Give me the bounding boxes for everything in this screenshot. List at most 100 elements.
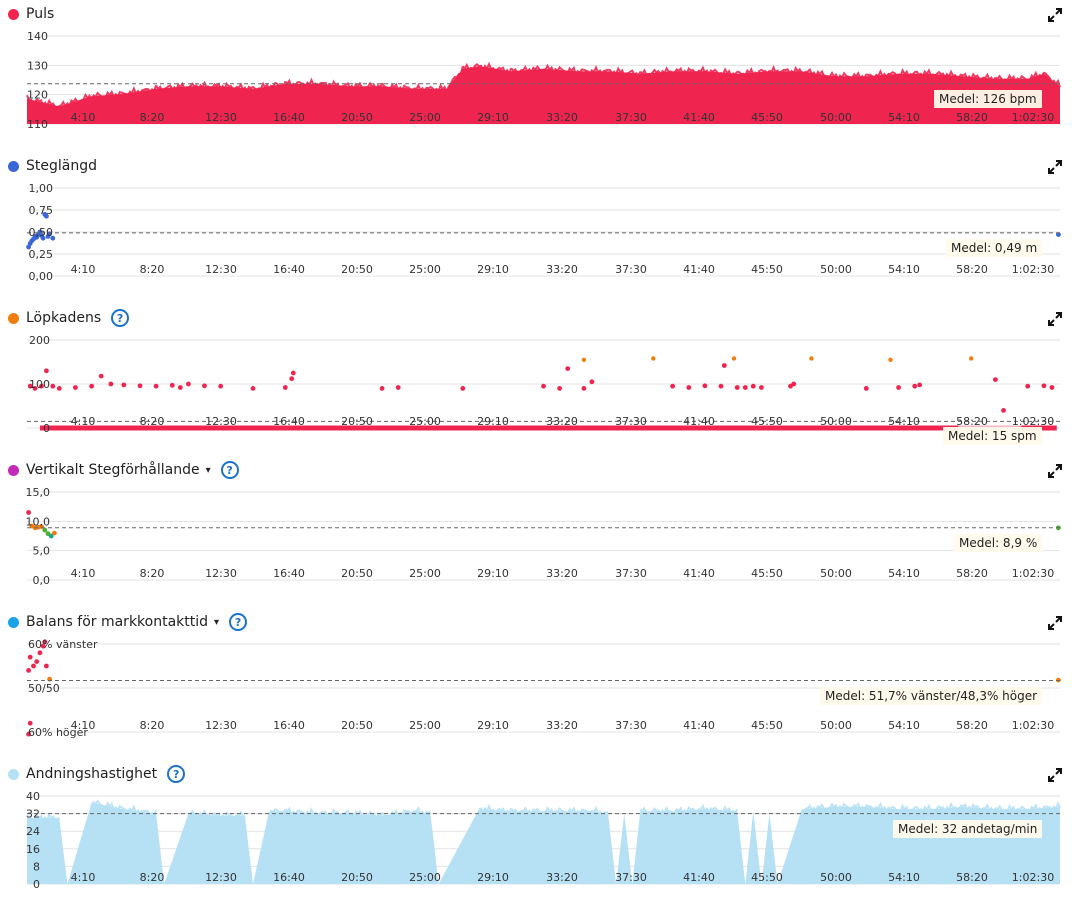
x-tick-label: 41:40 — [683, 871, 715, 884]
data-point — [27, 383, 33, 389]
x-tick-label: 12:30 — [205, 567, 237, 580]
x-tick-label: 45:50 — [751, 111, 783, 124]
x-tick-label: 4:10 — [71, 415, 96, 428]
data-point — [202, 383, 207, 389]
data-point — [177, 385, 183, 390]
data-point — [912, 383, 918, 389]
data-point — [581, 357, 587, 362]
x-tick-label: 12:30 — [205, 719, 237, 732]
x-tick-label: 45:50 — [751, 567, 783, 580]
x-tick-label: 8:20 — [140, 263, 165, 276]
x-tick-label: 25:00 — [409, 719, 441, 732]
data-point — [863, 386, 869, 391]
data-point — [26, 731, 31, 737]
x-tick-label: 8:20 — [140, 415, 165, 428]
x-tick-label: 20:50 — [341, 111, 373, 124]
data-point — [395, 385, 401, 390]
data-point — [40, 643, 46, 649]
expand-icon[interactable] — [1048, 616, 1062, 630]
help-icon[interactable]: ? — [229, 613, 248, 631]
average-label: Medel: 15 spm — [943, 427, 1042, 446]
caret-down-icon[interactable]: ▾ — [214, 616, 220, 628]
x-tick-label: 16:40 — [273, 567, 305, 580]
series-color-dot — [8, 160, 19, 172]
y-tick-label: 0 — [33, 878, 40, 891]
x-tick-label: 12:30 — [205, 871, 237, 884]
panel-header: Vertikalt Stegförhållande ▾ ? — [8, 460, 239, 480]
help-icon[interactable]: ? — [167, 765, 186, 783]
data-point — [153, 383, 159, 389]
series-line — [26, 61, 1061, 109]
data-point — [26, 244, 31, 250]
data-point — [557, 386, 562, 391]
x-tick-label: 1:02:30 — [1012, 871, 1054, 884]
expand-icon[interactable] — [1048, 8, 1062, 22]
y-tick-label: 50/50 — [28, 682, 60, 695]
x-tick-label: 33:20 — [546, 263, 578, 276]
data-point — [651, 356, 656, 361]
data-point — [969, 356, 974, 361]
x-tick-label: 45:50 — [751, 263, 783, 276]
x-tick-label: 20:50 — [341, 263, 373, 276]
x-tick-label: 54:10 — [888, 719, 920, 732]
chart-title: Steglängd — [26, 158, 97, 174]
x-tick-label: 29:10 — [477, 263, 509, 276]
x-tick-label: 25:00 — [409, 567, 441, 580]
data-point — [896, 385, 901, 390]
x-tick-label: 50:00 — [820, 111, 852, 124]
x-tick-label: 29:10 — [477, 415, 509, 428]
y-tick-label: 110 — [27, 118, 48, 131]
x-tick-label: 54:10 — [888, 567, 920, 580]
x-tick-label: 37:30 — [615, 263, 647, 276]
data-point — [1025, 383, 1031, 389]
x-tick-label: 58:20 — [956, 415, 988, 428]
data-point — [1056, 232, 1061, 237]
series-color-dot — [8, 768, 19, 780]
expand-icon[interactable] — [1048, 464, 1062, 478]
data-point — [37, 650, 43, 656]
panel-header: Puls — [8, 4, 54, 24]
y-tick-label: 100 — [29, 378, 50, 391]
data-point — [282, 385, 288, 390]
data-point — [750, 383, 756, 389]
data-point — [98, 373, 104, 379]
y-tick-label: 40 — [26, 790, 40, 803]
data-point — [31, 663, 36, 669]
expand-icon[interactable] — [1048, 160, 1062, 174]
y-tick-label: 60% höger — [28, 726, 88, 739]
y-tick-label: 8 — [33, 860, 40, 873]
x-tick-label: 12:30 — [205, 415, 237, 428]
y-tick-label: 60% vänster — [28, 638, 98, 651]
expand-icon[interactable] — [1048, 312, 1062, 326]
help-icon[interactable]: ? — [220, 461, 239, 479]
x-tick-label: 20:50 — [341, 871, 373, 884]
x-tick-label: 58:20 — [956, 263, 988, 276]
x-tick-label: 1:02:30 — [1012, 263, 1054, 276]
x-tick-label: 4:10 — [71, 263, 96, 276]
x-tick-label: 29:10 — [477, 719, 509, 732]
panel-header: Andningshastighet ? — [8, 764, 186, 784]
chart-svg: 140 130 120 110 4:10 8:20 12:30 16:40 20:50 25:00… — [26, 30, 1061, 131]
data-point — [27, 720, 33, 726]
data-point — [731, 356, 737, 361]
expand-icon[interactable] — [1048, 768, 1062, 782]
y-tick-label: 0,25 — [29, 248, 54, 261]
data-point — [289, 376, 295, 382]
x-tick-label: 37:30 — [615, 567, 647, 580]
data-point — [44, 368, 49, 374]
chart-svg: 1,00 0,75 0,50 0,25 0,00 4:10 8:20 12:30 16:40 20… — [26, 182, 1061, 283]
y-tick-label: 5,0 — [33, 545, 51, 558]
x-tick-label: 50:00 — [820, 719, 852, 732]
data-point — [1001, 408, 1006, 413]
data-point — [32, 386, 38, 391]
series-color-dot — [8, 464, 19, 476]
caret-down-icon[interactable]: ▾ — [205, 464, 211, 476]
chart-panel-lopkadens: 200 100 0 4:10 8:20 12:30 16:40 20:50 25:00 29:10… — [0, 304, 1072, 456]
data-point — [1041, 383, 1047, 389]
x-tick-label: 58:20 — [956, 111, 988, 124]
y-tick-label: 32 — [26, 808, 40, 821]
data-point — [121, 382, 127, 388]
x-tick-label: 58:20 — [956, 567, 988, 580]
x-tick-label: 41:40 — [683, 719, 715, 732]
help-icon[interactable]: ? — [111, 309, 130, 327]
